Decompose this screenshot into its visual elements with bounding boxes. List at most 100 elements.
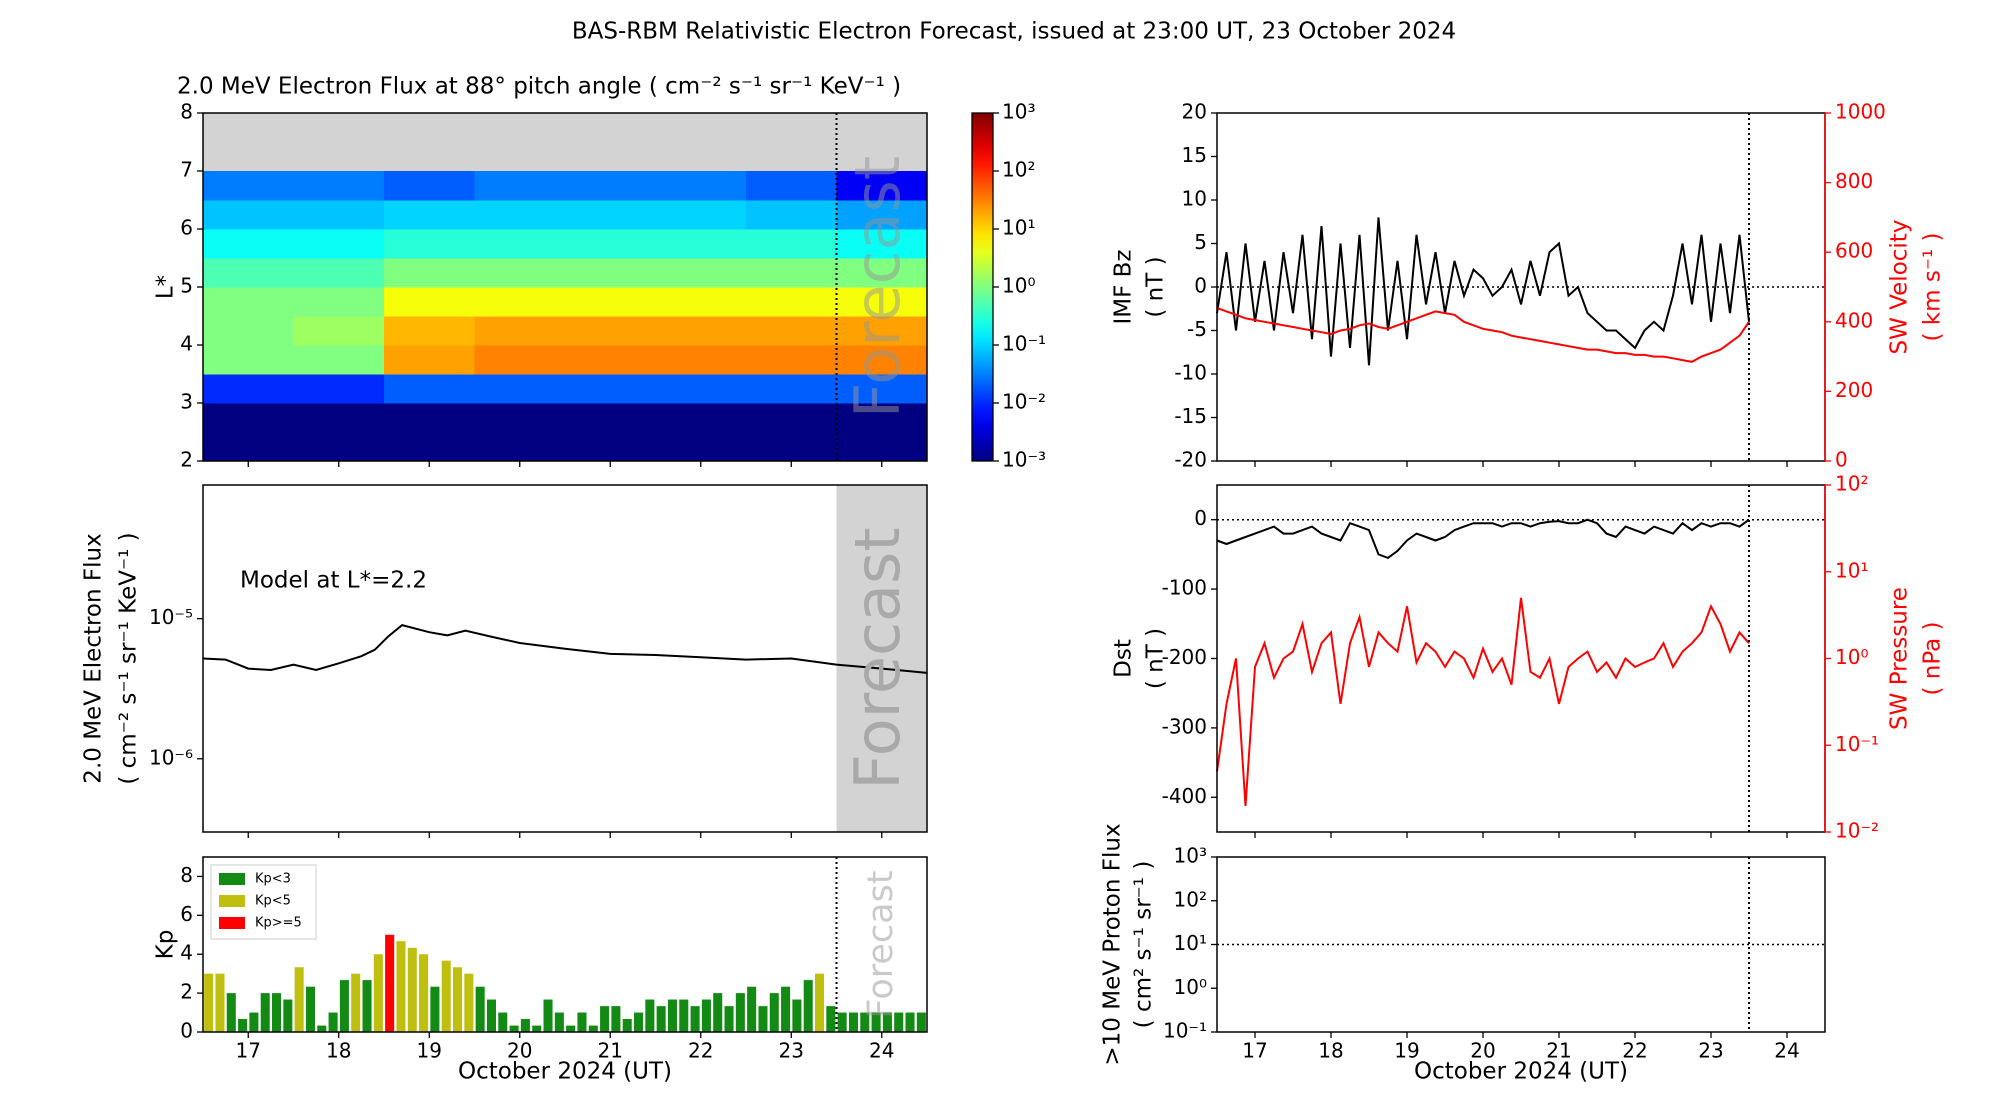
heat-cell [836, 374, 928, 404]
y2-tick-label: 800 [1835, 169, 1873, 193]
heat-cell [203, 287, 294, 317]
figure-title: BAS-RBM Relativistic Electron Forecast, … [572, 19, 1456, 45]
y-tick-label: 5 [1194, 230, 1207, 254]
y2-axis-label: ( nPa ) [1920, 621, 1946, 695]
x-tick-label: 21 [1546, 1039, 1571, 1063]
y-tick-label: -15 [1174, 404, 1207, 428]
heat-cell [836, 171, 928, 201]
bar [860, 1012, 870, 1032]
x-tick-label: 24 [869, 1039, 894, 1063]
bar [339, 980, 349, 1032]
heat-cell [836, 287, 928, 317]
frame [1216, 484, 1826, 833]
colorbar-tick-label: 10⁻³ [1002, 448, 1046, 472]
heat-cell [293, 287, 385, 317]
x-tick-label: 19 [417, 1039, 442, 1063]
bar [283, 999, 293, 1032]
y2-axis-label: ( km s⁻¹ ) [1920, 233, 1946, 342]
heat-cell [293, 200, 385, 230]
colorbar-tick-label: 10⁰ [1002, 274, 1035, 298]
panel: 10⁻³ 10⁻² 10⁻¹ 10⁰ 10¹ 10² 10³ Forecast 2 3 4 5 6 7 8 L… [153, 74, 1047, 472]
heat-cell [384, 345, 475, 375]
y2-tick-label: 0 [1835, 448, 1848, 472]
y-tick-label: 2 [180, 448, 193, 472]
series-line [1216, 518, 1750, 560]
bar [294, 967, 304, 1032]
bar [498, 1012, 508, 1032]
x-tick-label: 17 [236, 1039, 261, 1063]
y-tick-label: 8 [180, 100, 193, 124]
y-tick-label: 10⁻⁵ [149, 605, 193, 629]
heat-cell [836, 316, 928, 346]
bar [634, 1012, 644, 1032]
x-tick-label: 19 [1394, 1039, 1419, 1063]
heat-cell [203, 345, 294, 375]
panel: -20-15-10-50510152002004006008001000IMF … [1111, 100, 1946, 472]
x-axis-label: October 2024 (UT) [458, 1059, 672, 1085]
heat-cell [836, 200, 928, 230]
bar [430, 986, 440, 1032]
frame [202, 856, 928, 1033]
heat-cell [565, 258, 656, 288]
bar [735, 993, 745, 1032]
heat-cell [746, 200, 837, 230]
bar [566, 1025, 576, 1032]
bar [724, 1006, 734, 1032]
y-axis-label: Dst [1111, 639, 1137, 678]
heat-cell [203, 432, 294, 462]
bar [792, 999, 802, 1032]
bar [396, 941, 406, 1032]
heat-cell [203, 403, 294, 433]
bar [385, 934, 395, 1032]
y-axis-label: >10 MeV Proton Flux [1100, 823, 1126, 1065]
y-tick-label: 10 [1182, 187, 1207, 211]
bar [317, 1025, 327, 1032]
heat-cell [836, 432, 928, 462]
heat-cell [203, 258, 294, 288]
heat-cell [655, 403, 747, 433]
legend: Kp<3 Kp<5 Kp>=5 [210, 864, 317, 940]
heat-cell [293, 403, 385, 433]
heat-cell [474, 258, 566, 288]
bar [453, 967, 463, 1032]
y-tick-label: -100 [1162, 576, 1207, 600]
y-axis-label: ( cm⁻² s⁻¹ sr⁻¹ KeV⁻¹ ) [116, 532, 142, 784]
heat-cell [474, 287, 566, 317]
bar [781, 986, 791, 1032]
heat-cell [203, 374, 294, 404]
bar [848, 1012, 858, 1032]
heat-cell [746, 229, 837, 259]
bar [204, 973, 214, 1032]
y-tick-label: 10² [1174, 887, 1207, 911]
panel: Forecast Model at L*=2.2 10⁻⁶ 10⁻⁵ 2.0 MeV E… [81, 484, 928, 838]
bar [747, 986, 757, 1032]
bar [215, 973, 225, 1032]
heat-cell [474, 374, 566, 404]
y-axis-label: IMF Bz [1111, 249, 1137, 324]
bar [520, 1018, 530, 1032]
heat-cell [746, 345, 837, 375]
y-tick-label: 10³ [1174, 844, 1207, 868]
heat-cell [474, 432, 566, 462]
y-tick-label: 5 [180, 274, 193, 298]
y-tick-label: 7 [180, 158, 193, 182]
y-tick-label: 4 [180, 941, 193, 965]
x-axis-label: October 2024 (UT) [1414, 1059, 1628, 1085]
bar [803, 980, 813, 1032]
heat-cell [474, 171, 566, 201]
heat-cell [655, 432, 747, 462]
y-tick-label: 10⁻¹ [1163, 1019, 1207, 1043]
heat-cell [836, 258, 928, 288]
y-tick-label: 3 [180, 390, 193, 414]
y-tick-label: 0 [1194, 506, 1207, 530]
heat-cell [565, 345, 656, 375]
bar [894, 1012, 904, 1032]
y-tick-label: 4 [180, 332, 193, 356]
bar [882, 1012, 892, 1032]
y2-tick-label: 10⁻¹ [1835, 732, 1879, 756]
bar [588, 1025, 598, 1032]
bar [611, 1006, 621, 1032]
heat-cell [293, 374, 385, 404]
y-tick-label: 6 [180, 902, 193, 926]
bar [475, 986, 485, 1032]
